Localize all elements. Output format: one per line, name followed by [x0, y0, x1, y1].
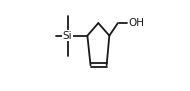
Text: OH: OH	[128, 18, 144, 28]
Text: Si: Si	[63, 31, 72, 41]
